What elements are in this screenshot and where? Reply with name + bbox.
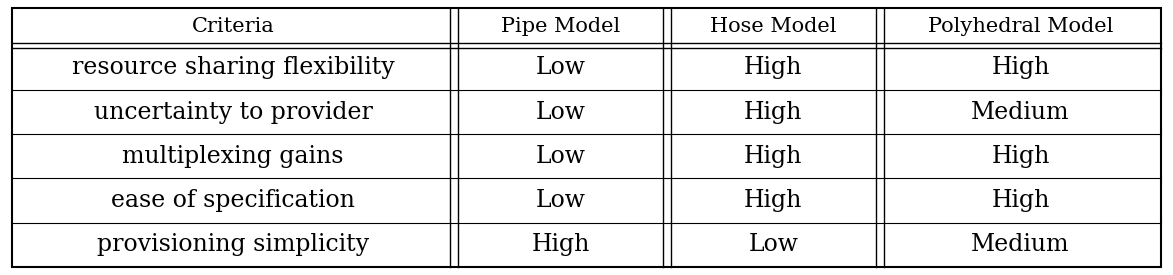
Text: High: High <box>991 189 1050 212</box>
Text: Low: Low <box>536 145 585 168</box>
Text: resource sharing flexibility: resource sharing flexibility <box>72 56 394 79</box>
Text: Low: Low <box>536 101 585 123</box>
Text: Hose Model: Hose Model <box>710 18 836 37</box>
Text: High: High <box>531 233 590 256</box>
Text: Pipe Model: Pipe Model <box>501 18 621 37</box>
Text: Polyhedral Model: Polyhedral Model <box>928 18 1113 37</box>
Text: Low: Low <box>748 233 799 256</box>
Text: Low: Low <box>536 56 585 79</box>
Text: High: High <box>991 56 1050 79</box>
Text: multiplexing gains: multiplexing gains <box>122 145 344 168</box>
Text: uncertainty to provider: uncertainty to provider <box>94 101 373 123</box>
Text: High: High <box>744 189 802 212</box>
Text: Criteria: Criteria <box>191 18 274 37</box>
Text: Medium: Medium <box>971 101 1070 123</box>
Text: Low: Low <box>536 189 585 212</box>
Text: High: High <box>991 145 1050 168</box>
Text: provisioning simplicity: provisioning simplicity <box>97 233 369 256</box>
Text: High: High <box>744 145 802 168</box>
Text: Medium: Medium <box>971 233 1070 256</box>
Text: ease of specification: ease of specification <box>111 189 355 212</box>
Text: High: High <box>744 56 802 79</box>
Text: High: High <box>744 101 802 123</box>
